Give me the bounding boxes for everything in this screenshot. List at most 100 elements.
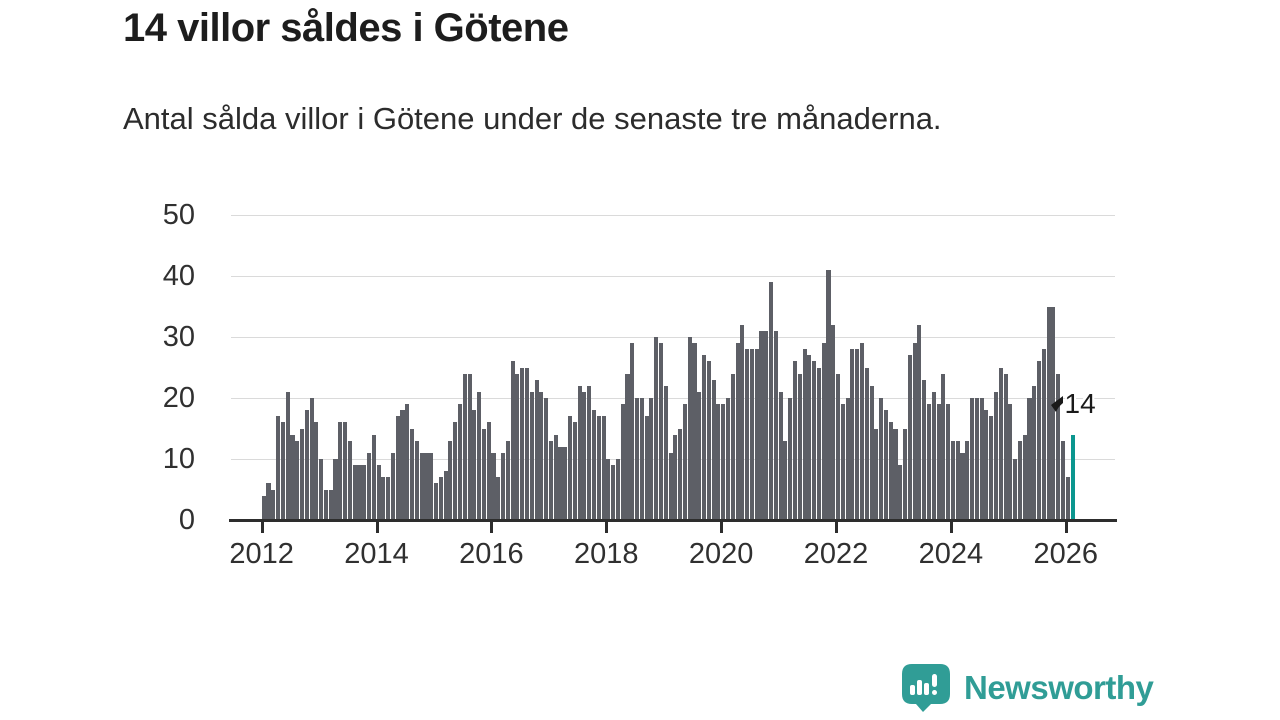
bar-month [658, 343, 664, 520]
bar-month [730, 373, 735, 520]
bar-month [1008, 404, 1013, 520]
bar-month [438, 477, 443, 520]
bar-month [343, 422, 348, 520]
bar-month [568, 416, 573, 520]
bar-month [879, 398, 884, 520]
bar-month [443, 471, 448, 520]
bar-month [711, 379, 716, 520]
bar-month [405, 404, 410, 520]
bar-month [620, 404, 625, 520]
chart-subtitle: Antal sålda villor i Götene under de sen… [123, 101, 942, 136]
bar-month [424, 452, 429, 520]
bar-month [792, 361, 798, 520]
bar-month [323, 489, 328, 520]
bar-month [864, 367, 869, 520]
bar-month [328, 489, 333, 520]
bar-month [501, 452, 506, 520]
gridline [231, 215, 1115, 216]
x-axis-tick [1064, 521, 1068, 533]
bar-month [295, 440, 300, 520]
bar-month [630, 343, 635, 520]
bar-month [491, 452, 496, 520]
bar-month [606, 459, 611, 520]
bar-month [496, 477, 501, 520]
bar-month [850, 349, 855, 520]
bar-month [702, 355, 707, 520]
bar-month [1037, 361, 1042, 520]
bar-month [682, 404, 687, 520]
bar-month [821, 343, 826, 520]
bar-month [553, 434, 558, 520]
bar-month [587, 385, 592, 520]
bar-month [625, 373, 630, 520]
bar-month [936, 404, 941, 520]
bar-month [989, 416, 994, 520]
bar-month [993, 391, 999, 520]
bar-month [1032, 385, 1037, 520]
x-axis-tick [605, 521, 609, 533]
bar-month [649, 398, 654, 520]
bar-month [467, 373, 472, 520]
bar-month [558, 446, 563, 520]
bar-month [812, 361, 817, 520]
bar-month [520, 367, 525, 520]
bar-month [477, 391, 482, 520]
bar-month [563, 446, 568, 520]
y-axis-tick-label: 50 [162, 199, 195, 231]
bar-month [979, 398, 984, 520]
bar-month [529, 391, 534, 520]
bar-month [539, 391, 544, 520]
x-axis-line [229, 518, 1117, 522]
gridline [231, 398, 1115, 399]
bar-month [1065, 477, 1070, 520]
bar-month [970, 398, 975, 520]
bar-month [309, 398, 314, 520]
callout-arrow-icon [1050, 395, 1063, 412]
y-axis-tick-label: 30 [162, 321, 195, 353]
bar-month [505, 440, 510, 520]
bar-month [807, 355, 812, 520]
bar-month [410, 428, 415, 520]
bar-month [376, 465, 381, 520]
bar-month [869, 385, 874, 520]
bar-month [472, 410, 477, 520]
bar-month [749, 349, 754, 520]
bar-month [1051, 306, 1056, 520]
bar-month [596, 416, 601, 520]
bar-month [429, 452, 434, 520]
bar-month [1041, 349, 1046, 520]
bar-month [859, 343, 865, 520]
bar-month [922, 379, 927, 520]
bar-month [366, 452, 372, 520]
latest-value-label: 14 [1064, 387, 1096, 419]
bar-month [261, 495, 266, 520]
bar-month [524, 367, 530, 520]
x-axis-tick [949, 521, 953, 533]
bar-month [414, 440, 419, 520]
bar-month [319, 459, 324, 520]
x-axis-tick-label: 2020 [688, 538, 754, 570]
x-axis-tick-label: 2012 [229, 538, 294, 570]
bar-month [1022, 434, 1027, 520]
bar-month [706, 361, 711, 520]
bar-month [974, 398, 979, 520]
bar-month [984, 410, 989, 520]
bar-month [912, 343, 917, 520]
bar-month [357, 465, 362, 520]
bar-month [673, 434, 678, 520]
brand-name: Newsworthy [964, 669, 1154, 706]
bar-month [481, 428, 486, 520]
bar-month [917, 324, 922, 520]
bar-month [591, 410, 597, 520]
x-axis-tick-label: 2022 [803, 538, 869, 570]
y-axis-tick-label: 20 [162, 382, 195, 414]
bar-month [635, 398, 640, 520]
bar-month [572, 422, 577, 520]
bar-month [764, 330, 769, 520]
bar-month [960, 452, 965, 520]
bar-month [893, 428, 898, 520]
bar-month [515, 373, 520, 520]
x-axis-tick [835, 521, 839, 533]
bar-month [783, 440, 788, 520]
bar-month [654, 337, 659, 520]
